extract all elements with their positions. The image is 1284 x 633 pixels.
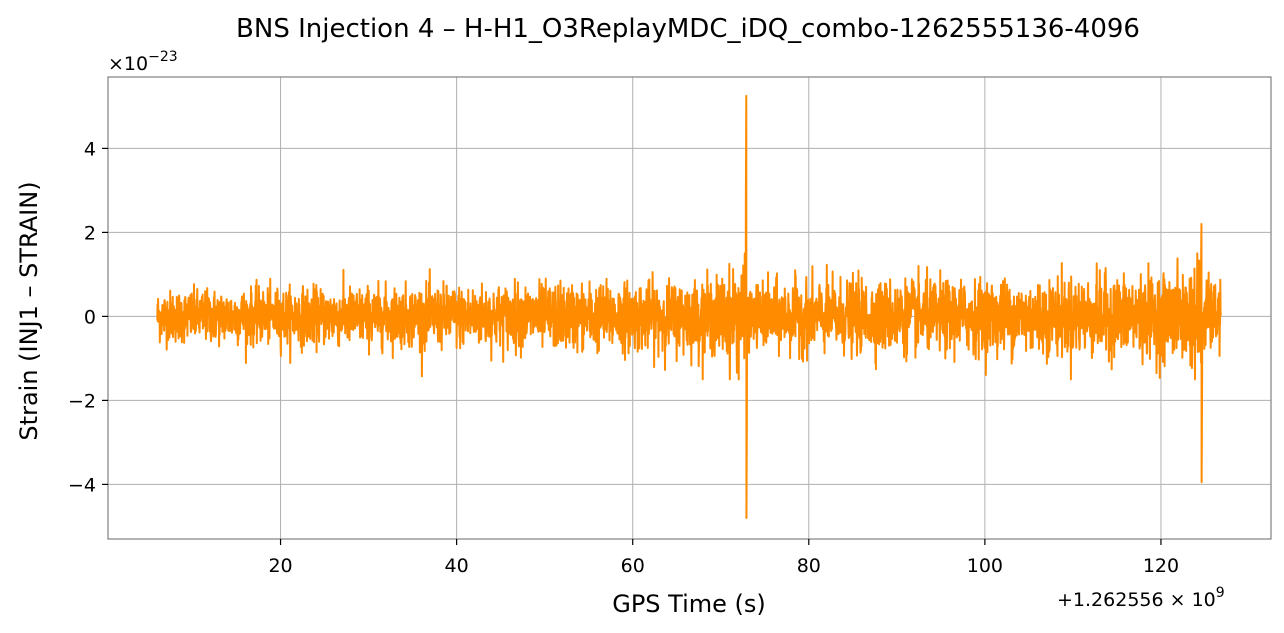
y-tick-label: −2	[68, 390, 96, 412]
x-tick-label: 20	[268, 555, 292, 577]
strain-series-line	[156, 94, 1222, 519]
x-tick-label: 60	[621, 555, 645, 577]
chart-title: BNS Injection 4 – H-H1_O3ReplayMDC_iDQ_c…	[236, 14, 1140, 44]
x-tick-label: 120	[1143, 555, 1179, 577]
x-offset: +1.262556 × 109	[1057, 585, 1225, 611]
y-multiplier: ×10−23	[108, 49, 178, 75]
x-axis-ticks: 20 40 60 80 100 120	[268, 539, 1179, 577]
y-tick-label: 0	[84, 306, 96, 328]
x-tick-label: 80	[797, 555, 821, 577]
x-axis-label: GPS Time (s)	[612, 590, 766, 618]
y-tick-label: −4	[68, 474, 96, 496]
series-layer	[156, 94, 1222, 519]
x-offset-exponent: 9	[1216, 585, 1225, 601]
y-tick-label: 2	[84, 222, 96, 244]
y-multiplier-exponent: −23	[148, 49, 178, 65]
x-tick-label: 100	[967, 555, 1003, 577]
x-tick-label: 40	[445, 555, 469, 577]
y-multiplier-base: ×10	[108, 53, 148, 75]
y-axis-ticks: −4 −2 0 2 4	[68, 138, 108, 496]
plot-frame	[107, 76, 1272, 540]
x-offset-base: +1.262556 × 10	[1057, 589, 1216, 611]
y-tick-label: 4	[84, 138, 96, 160]
y-axis-label: Strain (INJ1 – STRAIN)	[15, 181, 43, 440]
